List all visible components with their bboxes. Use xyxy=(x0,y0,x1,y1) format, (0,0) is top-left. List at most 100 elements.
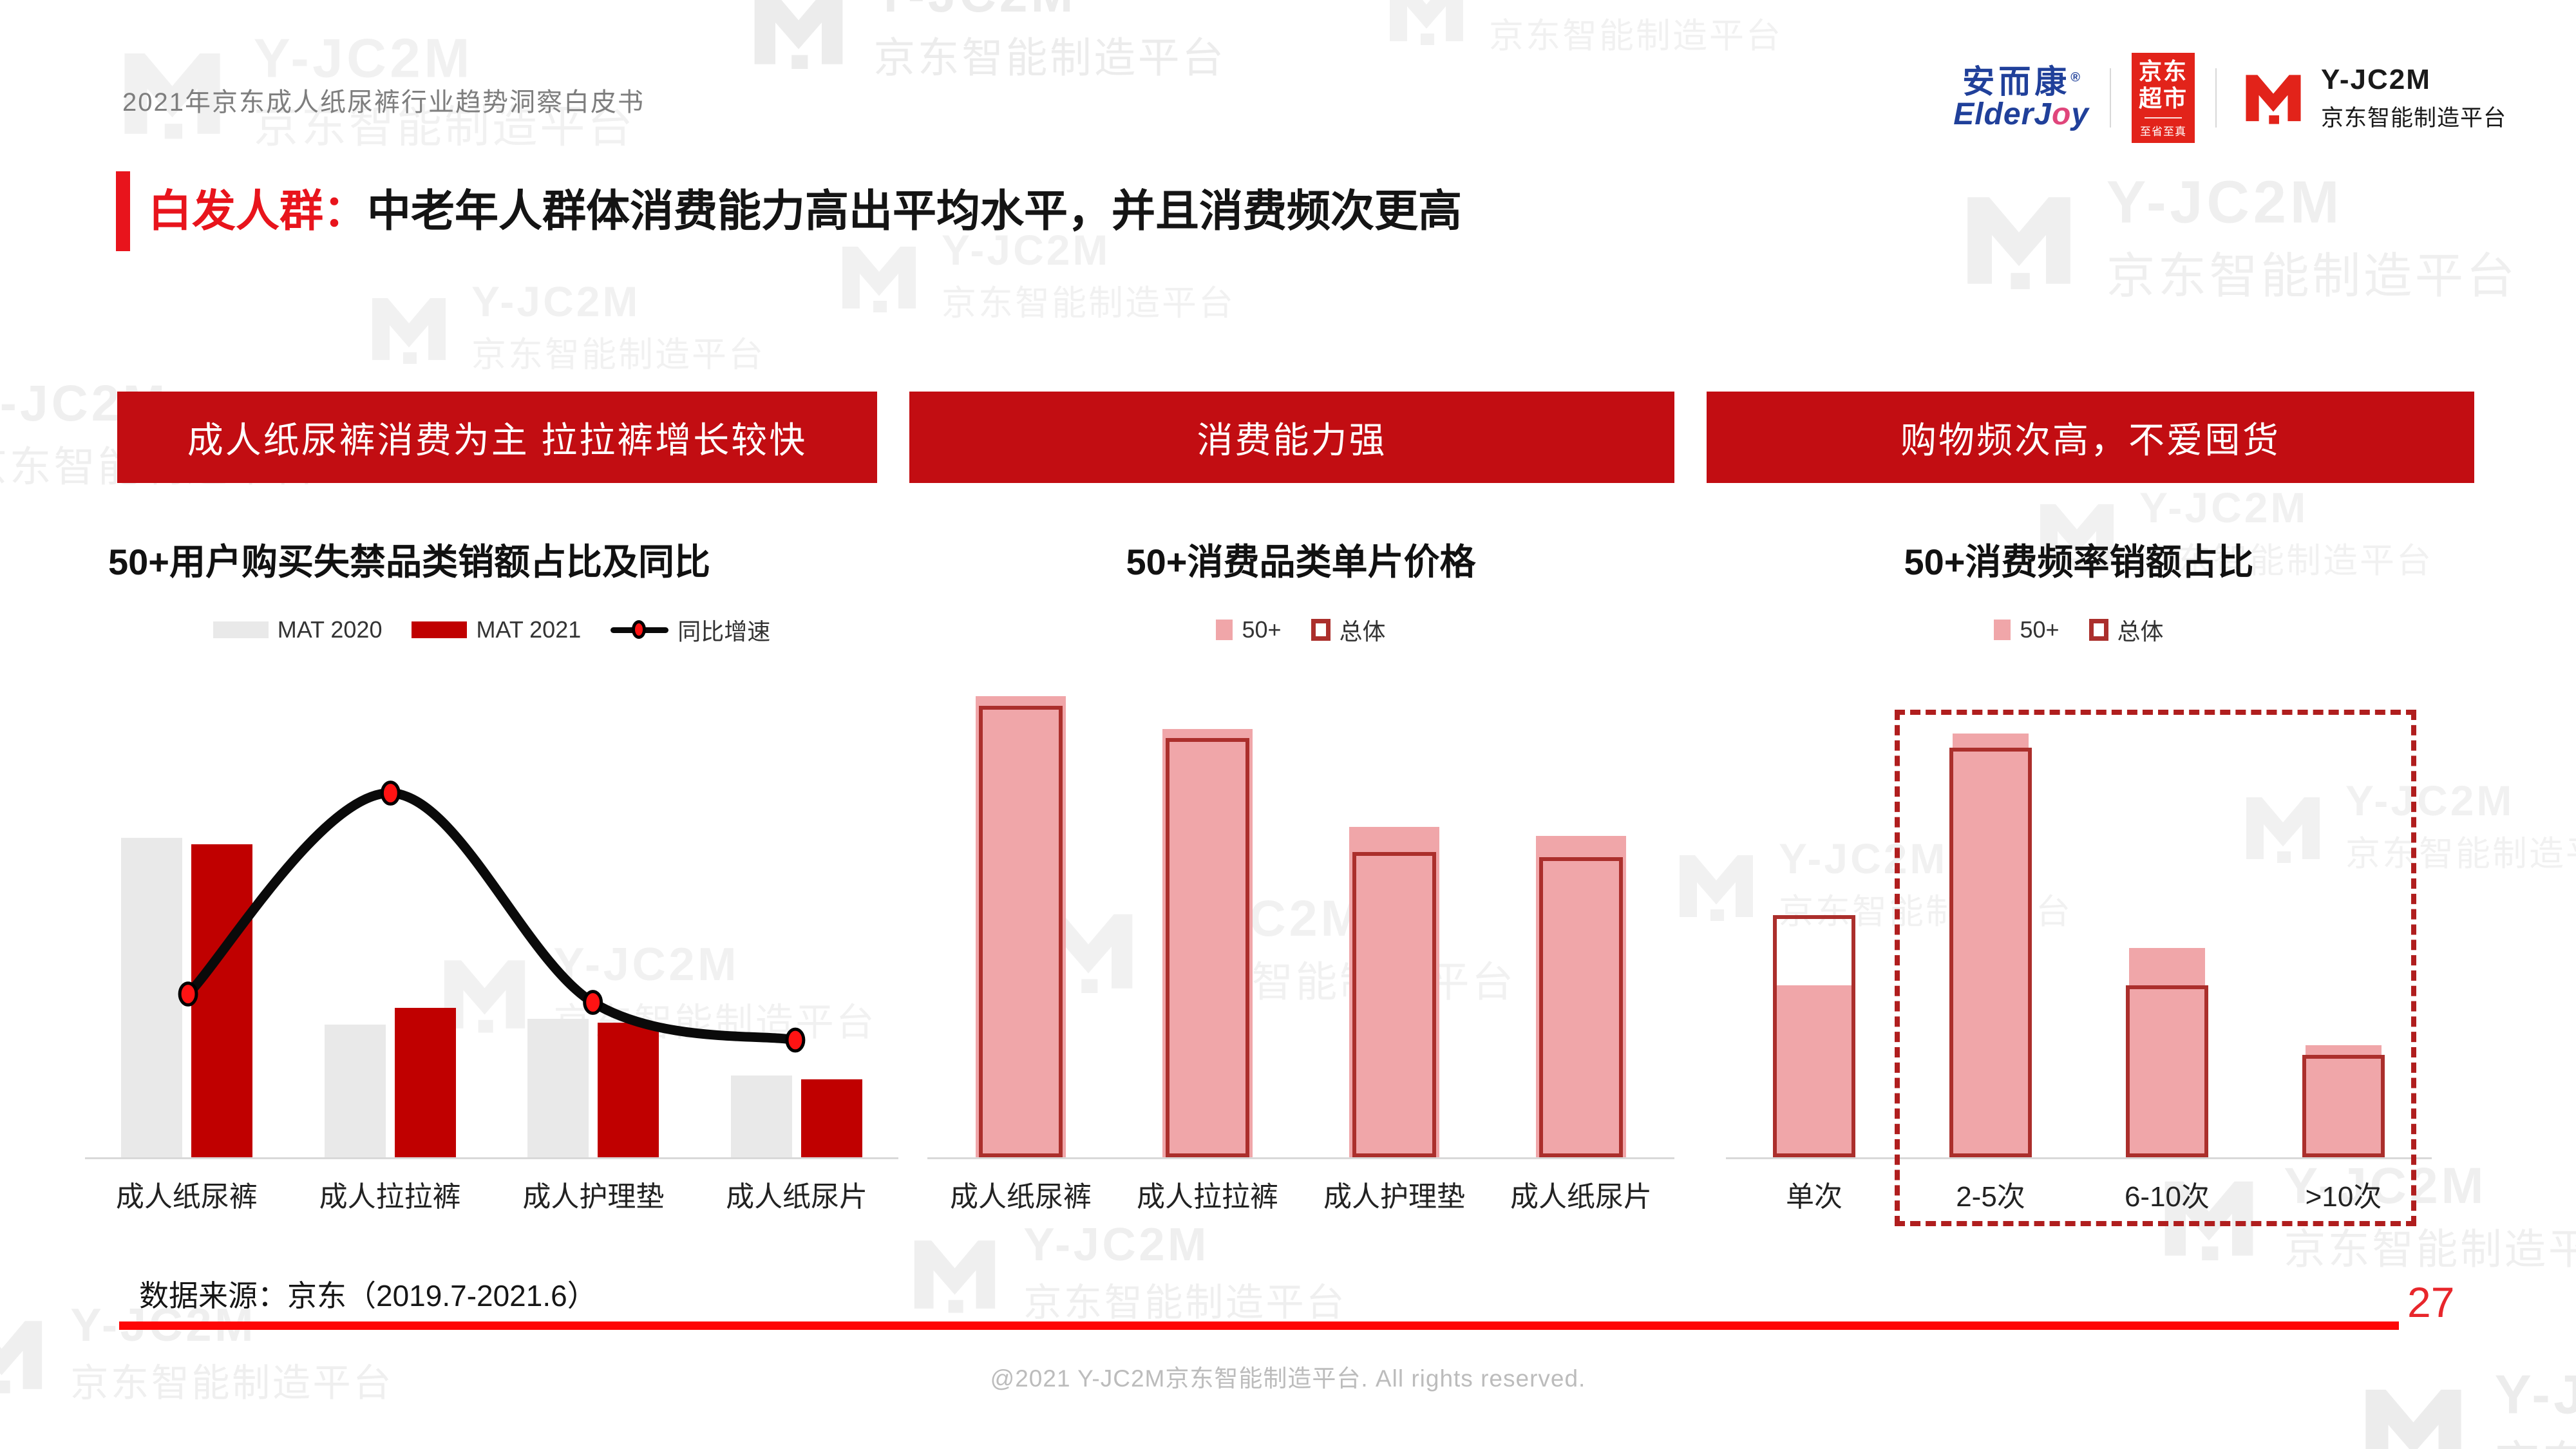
bar-总体-单次 xyxy=(1773,915,1855,1157)
legend-label: 50+ xyxy=(1242,616,1282,643)
yjc2m-logo: Y-JC2M 京东智能制造平台 xyxy=(2237,61,2506,136)
bar-50+-成人纸尿片 xyxy=(1536,836,1626,1157)
category-label: 成人拉拉裤 xyxy=(319,1181,461,1213)
elderjoy-en-text: ElderJoy xyxy=(1953,97,2089,132)
category-label: 6-10次 xyxy=(2124,1181,2210,1213)
bar-MAT 2021-成人纸尿裤 xyxy=(191,844,252,1157)
line-marker xyxy=(785,1027,806,1053)
jd-supermarket-logo: 京东 超市 至省至真 xyxy=(2131,53,2195,143)
legend-swatch xyxy=(1994,620,2011,640)
logo-divider xyxy=(2215,68,2217,128)
legend-label: 同比增速 xyxy=(677,618,771,645)
legend-outline-swatch xyxy=(1311,619,1331,641)
legend-label: 50+ xyxy=(2020,616,2060,643)
bar-总体->10次 xyxy=(2302,1054,2385,1157)
source-note: 数据来源：京东（2019.7-2021.6） xyxy=(139,1279,597,1312)
chart-unit-price: 50+消费品类单片价格 50+ 总体 成人纸尿裤 成人拉拉裤 成人护理垫 成人纸尿片 xyxy=(927,528,1674,1230)
legend-label: MAT 2020 xyxy=(277,616,383,643)
bar-总体-成人拉拉裤 xyxy=(1166,738,1249,1157)
chart-plot xyxy=(1726,694,2432,1159)
bar-MAT 2021-成人护理垫 xyxy=(598,1023,659,1157)
legend-label: 总体 xyxy=(2117,618,2164,645)
bar-50+-2-5次 xyxy=(1953,734,2029,1157)
header-logos: 安而康® ElderJoy 京东 超市 至省至真 Y-JC2M 京东智能制造平台 xyxy=(1953,53,2506,143)
banner-purchase-frequency: 购物频次高，不爱囤货 xyxy=(1707,392,2474,483)
bar-MAT 2020-成人护理垫 xyxy=(527,1018,589,1157)
chart-category-share: 50+用户购买失禁品类销额占比及同比 MAT 2020 MAT 2021 同比增速 … xyxy=(85,528,898,1230)
chart-plot xyxy=(927,694,1674,1159)
line-marker xyxy=(583,990,603,1015)
elderjoy-cn-text: 安而康® xyxy=(1962,63,2080,100)
bar-MAT 2021-成人纸尿片 xyxy=(801,1079,863,1157)
highlight-box xyxy=(1895,710,2416,1226)
jd-supermarket-line1: 京东 xyxy=(2138,57,2188,84)
title-accent-bar xyxy=(116,171,130,251)
category-label: 成人护理垫 xyxy=(522,1181,665,1213)
jd-supermarket-slogan: 至省至真 xyxy=(2139,125,2186,138)
bottom-divider xyxy=(119,1321,2399,1330)
yjc2m-name: Y-JC2M xyxy=(2320,63,2431,95)
chart-categories: 单次 2-5次 6-10次 >10次 xyxy=(1726,1173,2432,1215)
watermark: Y-JC2M京东智能制造平台 xyxy=(741,0,1226,84)
bar-总体-2-5次 xyxy=(1949,747,2032,1157)
bar-MAT 2020-成人拉拉裤 xyxy=(324,1025,386,1157)
chart-plot xyxy=(85,739,898,1159)
legend-item: MAT 2021 xyxy=(412,616,581,643)
yjc2m-subtitle: 京东智能制造平台 xyxy=(2320,105,2506,131)
jd-supermarket-line2: 超市 xyxy=(2138,84,2188,111)
chart-legend: 50+ 总体 xyxy=(1726,613,2432,647)
legend-item: MAT 2020 xyxy=(213,616,383,643)
bar-50+-成人纸尿裤 xyxy=(976,696,1066,1157)
category-label: 成人拉拉裤 xyxy=(1137,1181,1278,1213)
bar-50+-6-10次 xyxy=(2129,947,2205,1157)
copyright: @2021 Y-JC2M京东智能制造平台. All rights reserve… xyxy=(990,1365,1586,1392)
category-label: 成人纸尿裤 xyxy=(950,1181,1092,1213)
watermark: Y-JC2M京东智能制造平台 xyxy=(1378,0,1783,58)
line-marker xyxy=(178,981,198,1007)
legend-label: 总体 xyxy=(1339,618,1386,645)
title-highlight: 白发人群： xyxy=(148,187,368,236)
legend-item: 总体 xyxy=(2088,613,2164,647)
jd-supermarket-separator xyxy=(2144,117,2182,118)
category-label: 成人纸尿裤 xyxy=(115,1181,258,1213)
bar-50+->10次 xyxy=(2306,1045,2382,1157)
chart-title: 50+用户购买失禁品类销额占比及同比 xyxy=(108,542,710,582)
chart-categories: 成人纸尿裤 成人拉拉裤 成人护理垫 成人纸尿片 xyxy=(85,1173,898,1215)
title-rest: 中老年人群体消费能力高出平均水平，并且消费频次更高 xyxy=(367,187,1463,236)
legend-swatch xyxy=(213,621,269,638)
legend-item: 50+ xyxy=(1216,616,1282,643)
yjc2m-mark-icon xyxy=(2237,61,2309,136)
chart-legend: 50+ 总体 xyxy=(927,613,1674,647)
chart-title: 50+消费品类单片价格 xyxy=(1126,542,1476,582)
chart-title: 50+消费频率销额占比 xyxy=(1904,542,2254,582)
chart-frequency-share: 50+消费频率销额占比 50+ 总体 单次 2-5次 6-10次 >10次 xyxy=(1726,528,2432,1230)
banner-spending-power: 消费能力强 xyxy=(909,392,1674,483)
bar-50+-单次 xyxy=(1776,985,1852,1157)
category-label: 2-5次 xyxy=(1956,1181,2025,1213)
yjc2m-text: Y-JC2M 京东智能制造平台 xyxy=(2321,64,2506,133)
category-label: 成人纸尿片 xyxy=(1510,1181,1652,1213)
legend-item: 同比增速 xyxy=(611,613,770,647)
chart-categories: 成人纸尿裤 成人拉拉裤 成人护理垫 成人纸尿片 xyxy=(927,1173,1674,1215)
legend-outline-swatch xyxy=(2088,619,2108,641)
growth-line xyxy=(178,781,806,1053)
elderjoy-logo: 安而康® ElderJoy xyxy=(1953,63,2089,132)
category-label: 单次 xyxy=(1786,1181,1842,1213)
bar-总体-成人护理垫 xyxy=(1352,852,1436,1157)
category-label: >10次 xyxy=(2305,1181,2382,1213)
legend-item: 总体 xyxy=(1311,613,1386,647)
bar-总体-成人纸尿裤 xyxy=(979,705,1063,1157)
bar-50+-成人护理垫 xyxy=(1349,826,1439,1157)
chart-legend: MAT 2020 MAT 2021 同比增速 xyxy=(85,613,898,647)
bar-50+-成人拉拉裤 xyxy=(1162,728,1253,1157)
bar-MAT 2021-成人拉拉裤 xyxy=(394,1008,456,1157)
logo-divider xyxy=(2109,68,2111,128)
bar-MAT 2020-成人纸尿片 xyxy=(731,1075,793,1157)
category-label: 成人纸尿片 xyxy=(726,1181,868,1213)
legend-item: 50+ xyxy=(1994,616,2060,643)
line-marker xyxy=(380,781,401,806)
